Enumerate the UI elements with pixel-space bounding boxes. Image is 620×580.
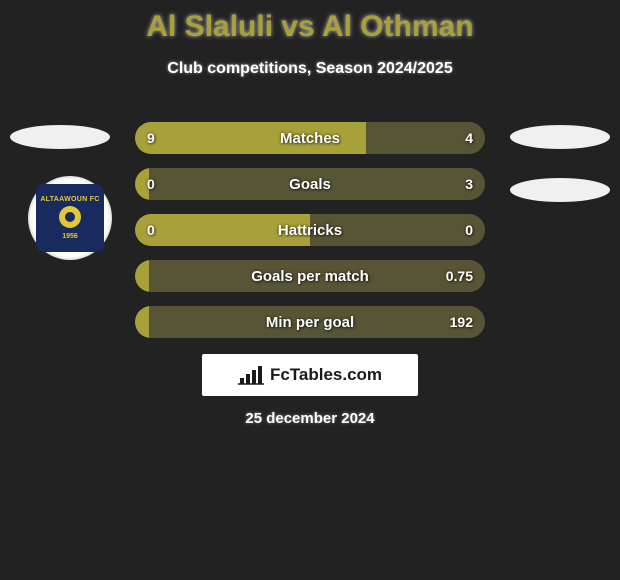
infographic-root: Al Slaluli vs Al Othman Club competition… — [0, 0, 620, 580]
brand-badge: FcTables.com — [202, 354, 418, 396]
brand-text: FcTables.com — [270, 365, 382, 385]
stat-label: Matches — [135, 122, 485, 154]
team-right-placeholder-2 — [510, 178, 610, 202]
stat-value-left: 0 — [135, 168, 167, 200]
stat-row: Min per goal192 — [135, 306, 485, 338]
date-line: 25 december 2024 — [0, 410, 620, 427]
stat-row: Matches9 4 — [135, 122, 485, 154]
stat-value-right: 4 — [453, 122, 485, 154]
team-crest: ALTAAWOUN FC 1956 — [28, 176, 112, 260]
crest-top-text: ALTAAWOUN FC — [40, 196, 99, 203]
stat-label: Hattricks — [135, 214, 485, 246]
stat-value-right: 192 — [438, 306, 485, 338]
crest-ball-icon — [59, 206, 81, 228]
brand-chart-icon — [238, 364, 264, 386]
stat-value-left: 9 — [135, 122, 167, 154]
stat-value-left: 0 — [135, 214, 167, 246]
team-crest-inner: ALTAAWOUN FC 1956 — [36, 184, 104, 252]
stat-value-right: 0.75 — [434, 260, 485, 292]
crest-year: 1956 — [62, 233, 78, 240]
stat-row: Goals per match0.75 — [135, 260, 485, 292]
page-title: Al Slaluli vs Al Othman — [0, 0, 620, 44]
team-left-placeholder — [10, 125, 110, 149]
stat-value-right: 3 — [453, 168, 485, 200]
stat-label: Min per goal — [135, 306, 485, 338]
stat-label: Goals — [135, 168, 485, 200]
stat-label: Goals per match — [135, 260, 485, 292]
subtitle: Club competitions, Season 2024/2025 — [0, 60, 620, 78]
comparison-bars: Matches94Goals03Hattricks00Goals per mat… — [135, 122, 485, 352]
team-right-placeholder-1 — [510, 125, 610, 149]
stat-row: Hattricks0 0 — [135, 214, 485, 246]
stat-row: Goals0 3 — [135, 168, 485, 200]
stat-value-right: 0 — [453, 214, 485, 246]
